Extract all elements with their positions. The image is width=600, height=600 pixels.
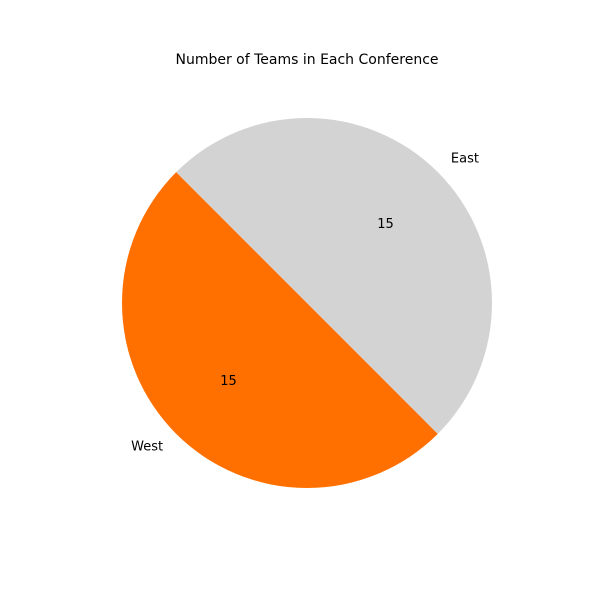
chart-title: Number of Teams in Each Conference xyxy=(175,52,438,68)
pie-slice-west xyxy=(122,172,438,488)
value-label-east: 15 xyxy=(377,217,394,232)
pie-labels: West 15 East 15 xyxy=(131,152,479,455)
pie-slices xyxy=(122,118,493,488)
pie-slice-east xyxy=(176,118,493,434)
slice-label-east: East xyxy=(451,152,479,167)
value-label-west: 15 xyxy=(220,374,237,389)
slice-label-west: West xyxy=(131,439,163,454)
